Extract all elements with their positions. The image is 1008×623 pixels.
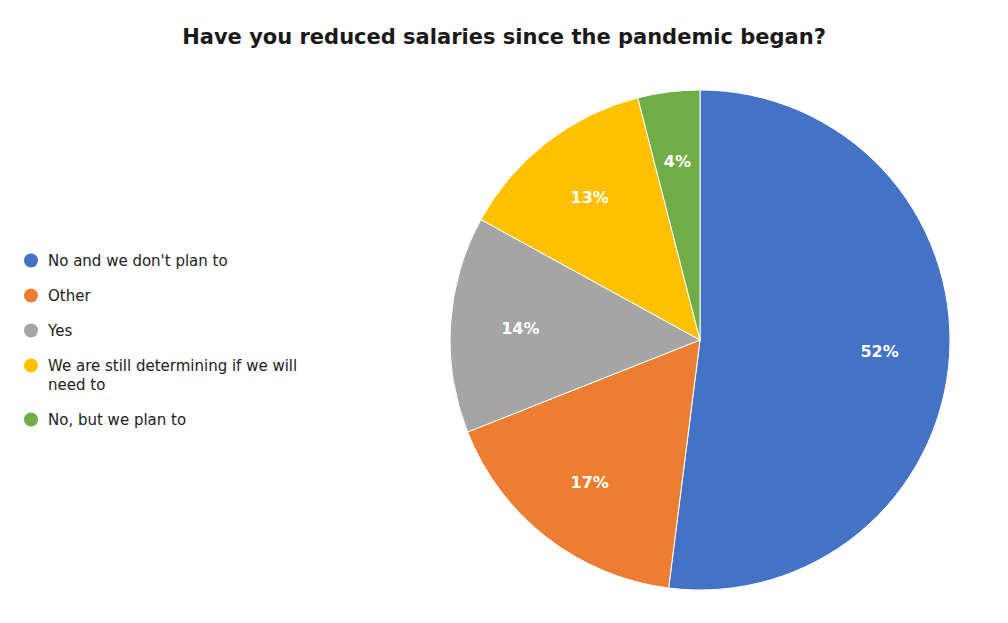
data-label: 13% (571, 188, 609, 207)
legend-marker (24, 289, 38, 303)
legend-entry-line: No and we don't plan to (48, 252, 228, 270)
legend-entry-line: We are still determining if we will (48, 357, 297, 375)
legend-marker (24, 324, 38, 338)
legend-marker (24, 359, 38, 373)
legend-entry: We are still determining if we willneed … (48, 357, 297, 394)
legend: No and we don't plan to Other Yes We are st… (24, 252, 297, 429)
legend-entry-line: No, but we plan to (48, 411, 186, 429)
pie-slice (669, 90, 950, 590)
legend-marker (24, 254, 38, 268)
legend-marker (24, 413, 38, 427)
data-labels: 52% 17% 14% 13% 4% (501, 152, 899, 492)
data-label: 17% (571, 473, 609, 492)
legend-entry: No, but we plan to (48, 411, 186, 429)
background (0, 0, 1008, 623)
data-label: 4% (664, 152, 691, 171)
legend-entry-line: need to (48, 376, 105, 394)
legend-entry: No and we don't plan to (48, 252, 228, 270)
chart: Have you reduced salaries since the pand… (0, 0, 1008, 623)
pie (450, 90, 950, 590)
legend-entry-line: Other (48, 287, 91, 305)
title: Have you reduced salaries since the pand… (182, 25, 826, 49)
data-label: 52% (860, 342, 898, 361)
legend-entry: Other (48, 287, 91, 305)
pie-slice (638, 90, 700, 340)
legend-entry: Yes (47, 322, 72, 340)
chart-container: Have you reduced salaries since the pand… (0, 0, 1008, 623)
data-label: 14% (501, 319, 539, 338)
legend-entry-line: Yes (47, 322, 72, 340)
